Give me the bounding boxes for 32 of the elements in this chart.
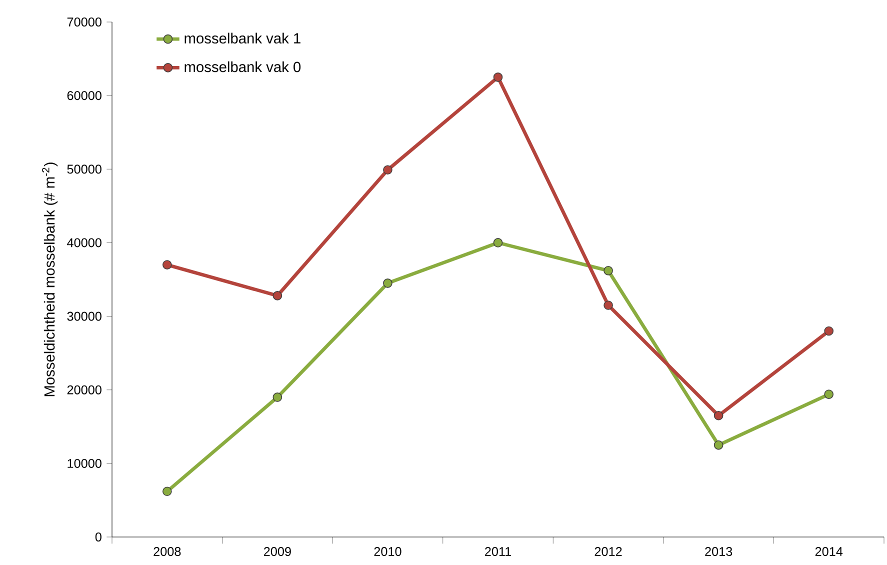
y-axis-title: Mosseldichtheid mosselbank (# m$^{-2}$) bbox=[42, 162, 58, 396]
point bbox=[493, 72, 503, 82]
point bbox=[162, 260, 172, 270]
x-tick-label: 2012 bbox=[594, 547, 622, 556]
y-tick-label: 60000 bbox=[67, 91, 102, 100]
x-tick-label: 2008 bbox=[154, 547, 181, 556]
y-tick-label: 70000 bbox=[67, 18, 102, 26]
x-tick-label: 2010 bbox=[374, 547, 402, 556]
point bbox=[824, 390, 834, 399]
x-tick-label: 2011 bbox=[485, 547, 511, 556]
legend-label: mosselbank vak 1 bbox=[184, 32, 300, 44]
x-tick-label: 2013 bbox=[705, 547, 732, 556]
y-tick-label: 30000 bbox=[67, 312, 102, 321]
point bbox=[604, 266, 613, 276]
point bbox=[824, 326, 834, 336]
point bbox=[162, 486, 172, 496]
x-tick-label: 2014 bbox=[815, 547, 843, 556]
y-tick-label: 20000 bbox=[67, 385, 102, 394]
y-tick-label: 40000 bbox=[67, 238, 102, 248]
point bbox=[714, 440, 724, 450]
point bbox=[604, 300, 613, 310]
point bbox=[383, 165, 392, 175]
y-tick-label: 50000 bbox=[67, 164, 102, 174]
y-tick-label: 10000 bbox=[68, 458, 102, 468]
point bbox=[714, 410, 724, 420]
point bbox=[493, 238, 503, 248]
point bbox=[383, 278, 392, 288]
x-tick-label: 2009 bbox=[264, 547, 291, 556]
legend-label: mosselbank vak 0 bbox=[184, 61, 301, 72]
point bbox=[272, 291, 282, 300]
point bbox=[272, 392, 282, 402]
y-tick-label: 0 bbox=[95, 532, 102, 542]
